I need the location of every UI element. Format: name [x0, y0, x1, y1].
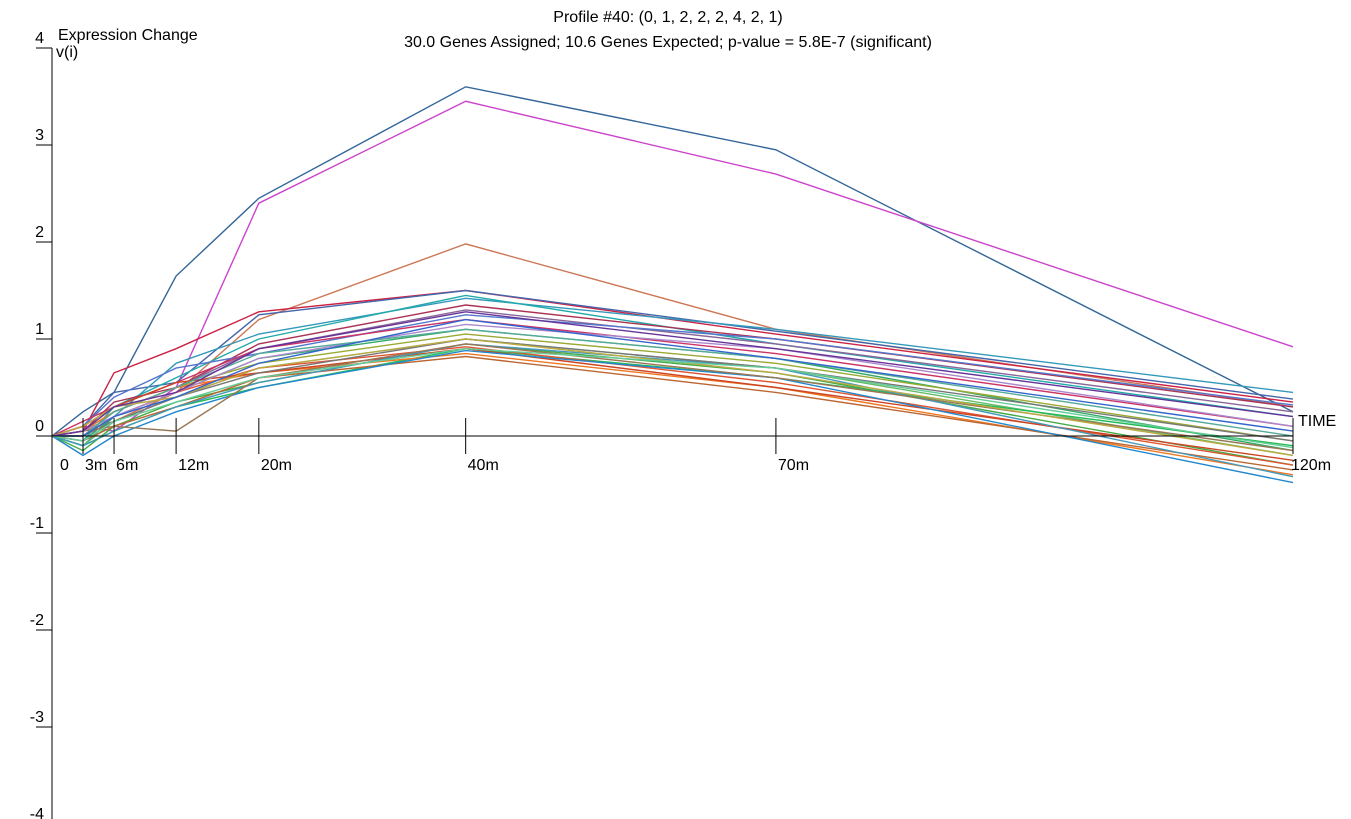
- y-tick-label: 4: [35, 30, 44, 47]
- y-tick-label: 2: [35, 224, 44, 241]
- y-tick-label: -1: [30, 515, 44, 532]
- chart-title: Profile #40: (0, 1, 2, 2, 2, 4, 2, 1): [553, 9, 782, 26]
- y-tick-label: -4: [30, 806, 44, 819]
- y-tick-label: -3: [30, 709, 44, 726]
- series-line: [51, 347, 1294, 449]
- series-line: [51, 314, 1294, 437]
- series-line: [51, 343, 1294, 452]
- series-line: [51, 86, 1294, 437]
- series-line: [52, 318, 1294, 437]
- x-tick-label: 3m: [85, 457, 107, 474]
- x-tick-label: 70m: [778, 457, 809, 474]
- x-tick-label: 120m: [1291, 457, 1331, 474]
- series-line: [51, 243, 1294, 437]
- y-tick-label: 0: [35, 418, 44, 435]
- series-line: [51, 294, 1294, 442]
- series-line: [51, 349, 1294, 484]
- chart-subtitle: 30.0 Genes Assigned; 10.6 Genes Expected…: [404, 34, 932, 51]
- y-tick-label: 1: [35, 321, 44, 338]
- series-line: [51, 311, 1294, 437]
- series-layer: [51, 86, 1294, 484]
- ticks-layer: 4 3 2 1 0 -1 -2 -3 -4 0 3m 6m 12m 20m 40m 70m 120m: [30, 30, 1331, 819]
- x-tick-label: 12m: [178, 457, 209, 474]
- x-tick-label: 6m: [116, 457, 138, 474]
- x-tick-label: 20m: [261, 457, 292, 474]
- series-line: [51, 343, 1294, 478]
- series-line: [51, 318, 1294, 437]
- x-tick-label: 0: [60, 457, 69, 474]
- x-tick-label: 40m: [468, 457, 499, 474]
- x-axis-label: TIME: [1298, 413, 1336, 430]
- y-axis-label: Expression Change: [58, 27, 198, 44]
- series-line: [52, 346, 1294, 466]
- series-line: [51, 323, 1294, 437]
- y-axis-unit-label: v(i): [56, 44, 78, 61]
- y-tick-label: -2: [30, 612, 44, 629]
- y-tick-label: 3: [35, 127, 44, 144]
- series-line: [51, 338, 1294, 457]
